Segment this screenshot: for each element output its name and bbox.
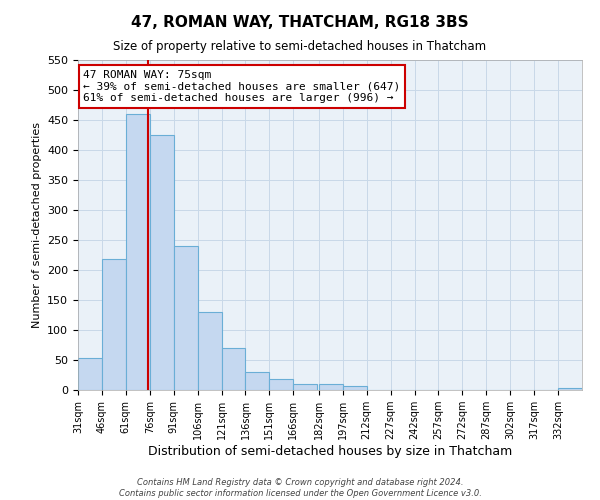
Text: 47 ROMAN WAY: 75sqm
← 39% of semi-detached houses are smaller (647)
61% of semi-: 47 ROMAN WAY: 75sqm ← 39% of semi-detach… <box>83 70 400 103</box>
Bar <box>78 358 102 390</box>
Bar <box>293 384 317 390</box>
Bar <box>245 372 269 390</box>
Bar <box>173 246 197 390</box>
Text: 47, ROMAN WAY, THATCHAM, RG18 3BS: 47, ROMAN WAY, THATCHAM, RG18 3BS <box>131 15 469 30</box>
Bar <box>269 379 293 390</box>
Bar <box>319 384 343 390</box>
Bar <box>221 348 245 390</box>
Text: Size of property relative to semi-detached houses in Thatcham: Size of property relative to semi-detach… <box>113 40 487 53</box>
Bar <box>150 135 173 390</box>
Bar <box>126 114 150 390</box>
Text: Contains HM Land Registry data © Crown copyright and database right 2024.
Contai: Contains HM Land Registry data © Crown c… <box>119 478 481 498</box>
Y-axis label: Number of semi-detached properties: Number of semi-detached properties <box>32 122 41 328</box>
Bar <box>343 386 367 390</box>
X-axis label: Distribution of semi-detached houses by size in Thatcham: Distribution of semi-detached houses by … <box>148 445 512 458</box>
Bar <box>558 388 582 390</box>
Bar <box>197 312 221 390</box>
Bar <box>102 259 126 390</box>
